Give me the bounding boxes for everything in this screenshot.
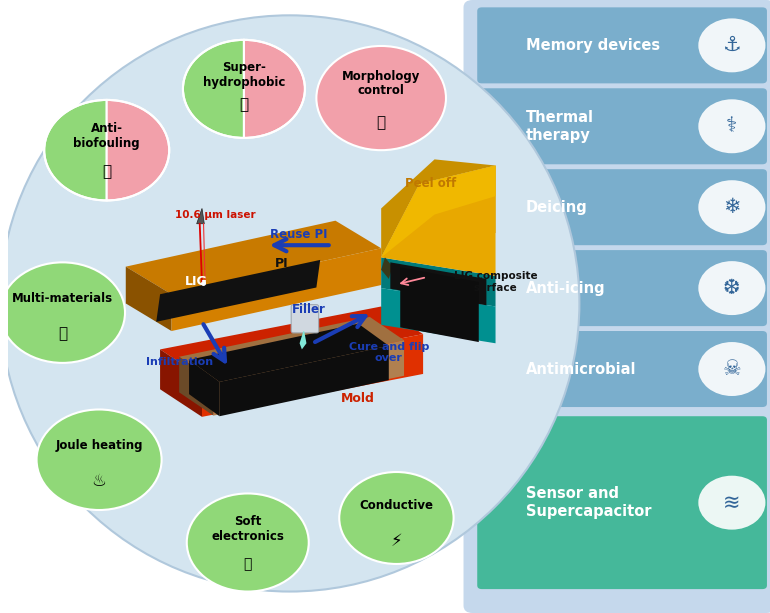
Text: PI: PI <box>275 257 289 270</box>
Polygon shape <box>160 306 423 377</box>
Text: Multi-materials: Multi-materials <box>12 292 113 305</box>
Text: Cure and flip
over: Cure and flip over <box>349 341 429 364</box>
Polygon shape <box>219 346 389 416</box>
Wedge shape <box>183 40 244 138</box>
FancyBboxPatch shape <box>477 169 767 245</box>
Polygon shape <box>172 248 381 331</box>
Polygon shape <box>381 159 496 257</box>
FancyBboxPatch shape <box>291 305 319 333</box>
Wedge shape <box>107 100 169 200</box>
Text: ⚕: ⚕ <box>726 116 738 136</box>
Text: ☠: ☠ <box>722 359 742 379</box>
Circle shape <box>187 493 309 592</box>
Text: ♨: ♨ <box>92 472 106 490</box>
Text: 🏔: 🏔 <box>377 115 386 130</box>
Polygon shape <box>196 208 204 224</box>
FancyBboxPatch shape <box>477 88 767 164</box>
Text: ❆: ❆ <box>723 278 741 298</box>
Text: Thermal
therapy: Thermal therapy <box>526 110 594 143</box>
Polygon shape <box>179 357 213 416</box>
Polygon shape <box>126 267 172 331</box>
Circle shape <box>36 409 162 510</box>
Text: ≋: ≋ <box>723 493 741 512</box>
Polygon shape <box>400 288 479 342</box>
Circle shape <box>0 262 125 363</box>
Text: 🚫: 🚫 <box>102 164 112 179</box>
Polygon shape <box>189 360 219 416</box>
Text: Conductive: Conductive <box>360 498 434 512</box>
Text: Anti-icing: Anti-icing <box>526 281 606 295</box>
FancyBboxPatch shape <box>477 250 767 326</box>
Polygon shape <box>381 166 496 276</box>
Wedge shape <box>44 100 107 200</box>
Polygon shape <box>300 331 306 349</box>
Text: Antimicrobial: Antimicrobial <box>526 362 637 376</box>
Text: Morphology
control: Morphology control <box>342 70 420 97</box>
Circle shape <box>698 18 765 72</box>
Circle shape <box>698 261 765 315</box>
Polygon shape <box>189 324 389 382</box>
FancyBboxPatch shape <box>477 416 767 589</box>
Circle shape <box>316 46 446 150</box>
Text: LIG: LIG <box>186 275 208 289</box>
Text: Deicing: Deicing <box>526 200 588 215</box>
Polygon shape <box>390 262 487 305</box>
Circle shape <box>340 472 454 564</box>
Polygon shape <box>381 166 496 257</box>
Text: 📱: 📱 <box>243 557 252 571</box>
Text: ⚓: ⚓ <box>722 36 742 55</box>
Text: LIG composite
surface: LIG composite surface <box>454 271 537 293</box>
Text: Anti-
biofouling: Anti- biofouling <box>73 123 140 150</box>
Text: ⚡: ⚡ <box>390 531 402 550</box>
FancyBboxPatch shape <box>477 331 767 407</box>
Text: Joule heating: Joule heating <box>55 439 142 452</box>
Text: Soft
electronics: Soft electronics <box>211 515 284 543</box>
Polygon shape <box>381 257 393 279</box>
Text: Super-
hydrophobic: Super- hydrophobic <box>203 61 285 89</box>
Ellipse shape <box>0 15 579 592</box>
Text: 🦅: 🦅 <box>58 327 67 341</box>
Text: Peel off: Peel off <box>405 177 457 191</box>
Text: Infiltration: Infiltration <box>146 357 213 367</box>
Text: Mold: Mold <box>341 392 375 405</box>
Polygon shape <box>381 257 496 306</box>
Circle shape <box>698 99 765 153</box>
Wedge shape <box>244 40 305 138</box>
Circle shape <box>698 476 765 530</box>
Text: ❄: ❄ <box>723 197 741 217</box>
Polygon shape <box>400 267 479 303</box>
FancyBboxPatch shape <box>477 7 767 83</box>
Text: Filler: Filler <box>292 303 326 316</box>
Text: Memory devices: Memory devices <box>526 38 660 53</box>
Text: 🏔: 🏔 <box>239 97 249 112</box>
Circle shape <box>698 342 765 396</box>
Polygon shape <box>381 288 496 343</box>
Polygon shape <box>126 221 381 294</box>
Polygon shape <box>381 166 496 257</box>
Circle shape <box>698 180 765 234</box>
FancyBboxPatch shape <box>464 0 770 613</box>
Polygon shape <box>179 317 404 380</box>
Polygon shape <box>213 340 404 416</box>
Polygon shape <box>156 260 320 322</box>
Polygon shape <box>160 349 202 417</box>
Text: Reuse PI: Reuse PI <box>270 228 327 242</box>
Text: Sensor and
Supercapacitor: Sensor and Supercapacitor <box>526 486 651 519</box>
Text: 10.6 μm laser: 10.6 μm laser <box>176 210 256 219</box>
Polygon shape <box>202 334 423 417</box>
